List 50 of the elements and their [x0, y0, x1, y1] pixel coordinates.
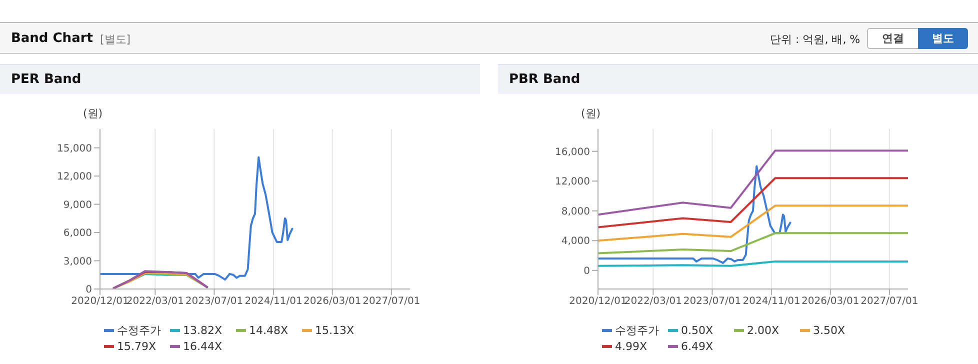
y-tick-label: 3,000 [63, 256, 92, 268]
y-tick-label: 15,000 [57, 143, 92, 154]
legend-label: 0.50X [681, 324, 714, 337]
chart-title: PBR Band [498, 64, 978, 94]
y-tick-label: 6,000 [63, 228, 92, 240]
y-axis-title: (원) [83, 106, 103, 121]
y-tick-label: 12,000 [57, 172, 92, 183]
x-tick-label: 2023/07/01 [683, 296, 742, 308]
legend-label: 수정주가 [117, 323, 161, 338]
legend-label: 6.49X [681, 340, 714, 353]
line-series [100, 156, 294, 281]
y-tick-label: 12,000 [555, 176, 590, 188]
legend-label: 수정주가 [615, 323, 659, 338]
chart-title: PER Band [0, 64, 480, 94]
text: Band Chart [11, 31, 93, 46]
legend-label: 13.82X [183, 324, 222, 337]
x-tick-label: 2024/11/01 [742, 296, 800, 308]
x-tick-label: 2024/11/01 [244, 296, 302, 308]
legend-label: 15.79X [117, 340, 156, 353]
legend-label: 14.48X [249, 324, 288, 337]
line-series [598, 165, 792, 264]
x-tick-label: 2027/07/01 [860, 296, 918, 308]
y-tick-label: 0 [86, 284, 92, 296]
x-tick-label: 2023/07/01 [185, 296, 244, 308]
line-series [598, 177, 908, 228]
y-axis-title: (원) [581, 106, 601, 121]
text: 별도 [918, 28, 968, 49]
x-tick-label: 2022/03/01 [624, 296, 682, 308]
line-series [598, 232, 908, 254]
y-tick-label: 8,000 [561, 206, 590, 218]
legend-label: 16.44X [183, 340, 222, 353]
x-tick-label: 2022/03/01 [126, 296, 184, 308]
y-tick-label: 9,000 [63, 200, 92, 211]
line-series [598, 204, 908, 242]
legend-label: 3.50X [813, 324, 846, 337]
x-tick-label: 2020/12/01 [71, 296, 129, 308]
x-tick-label: 2026/03/01 [304, 296, 362, 308]
x-tick-label: 2020/12/01 [569, 296, 627, 308]
text: 단위 : 억원, 배, % [770, 32, 860, 47]
y-tick-label: 16,000 [555, 146, 590, 158]
legend-label: 4.99X [615, 340, 648, 353]
line-series [598, 150, 908, 216]
text: 연결 [867, 28, 919, 49]
legend-label: 15.13X [315, 324, 354, 337]
y-tick-label: 0 [584, 266, 590, 277]
text: [별도] [100, 32, 131, 47]
x-tick-label: 2026/03/01 [802, 296, 860, 308]
legend-label: 2.00X [747, 324, 780, 337]
y-tick-label: 4,000 [561, 236, 590, 248]
x-tick-label: 2027/07/01 [362, 296, 420, 308]
